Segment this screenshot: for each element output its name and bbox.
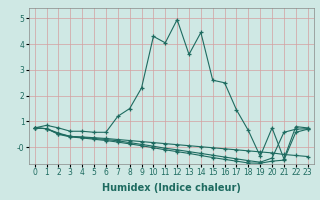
X-axis label: Humidex (Indice chaleur): Humidex (Indice chaleur)	[102, 183, 241, 193]
